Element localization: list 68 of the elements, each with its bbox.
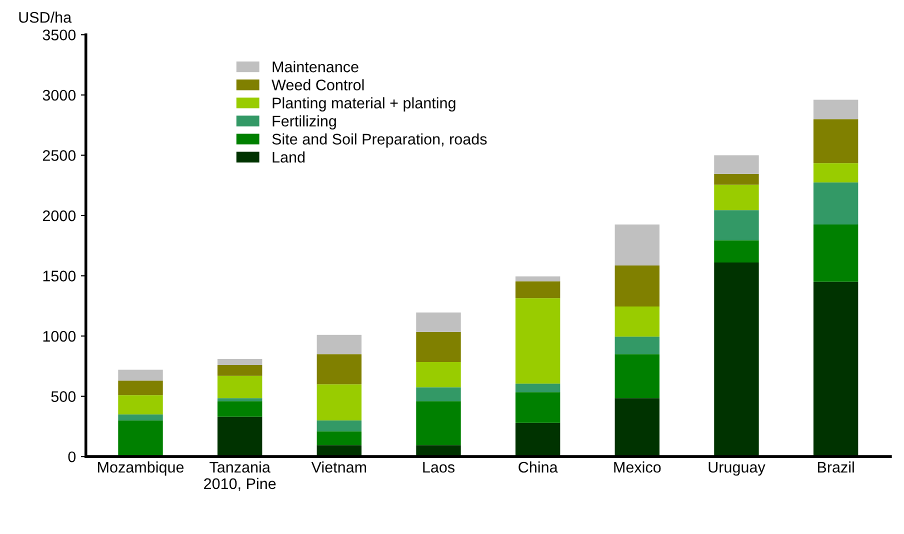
bar [217, 376, 262, 398]
legend-label: Planting material + planting [272, 97, 456, 112]
bar [416, 387, 461, 402]
bar [813, 224, 858, 282]
y-tick-label: 3500 [42, 30, 76, 40]
bar [614, 266, 660, 307]
bar [515, 298, 560, 384]
x-tick-label: Uruguay [708, 462, 766, 476]
bar [416, 401, 461, 446]
bar [316, 420, 362, 432]
bar [217, 358, 262, 365]
y-tick-label: 0 [68, 451, 76, 462]
bar [714, 240, 759, 263]
bar [515, 422, 560, 457]
y-tick-label: 1500 [43, 270, 76, 282]
y-tick-label: 2500 [42, 150, 76, 161]
bar [614, 306, 660, 337]
y-tick-label: 1000 [43, 330, 76, 342]
x-tick-label: China [518, 461, 558, 473]
bar [714, 155, 759, 174]
bar [118, 380, 163, 396]
bar [813, 282, 858, 457]
bar [714, 174, 759, 185]
bar [813, 182, 858, 225]
bar [416, 332, 461, 362]
bar [614, 224, 660, 266]
y-axis-title: USD/ha [19, 12, 72, 23]
bar [813, 100, 858, 120]
bar [316, 384, 362, 420]
bar [614, 398, 660, 457]
bar [316, 431, 362, 446]
bar [416, 362, 461, 388]
legend-label: Site and Soil Preparation, roads [272, 133, 487, 148]
bar [813, 119, 858, 164]
x-tick-label: Brazil [818, 461, 854, 473]
bar [118, 370, 163, 381]
legend-label: Fertilizing [272, 115, 336, 130]
bar [515, 281, 560, 298]
bar [217, 398, 262, 402]
bar [714, 262, 759, 457]
y-tick-label: 2000 [42, 210, 76, 222]
bar [217, 416, 262, 457]
y-tick-label: 3000 [42, 90, 76, 101]
legend-label: Maintenance [272, 61, 358, 72]
bar [217, 401, 262, 417]
x-tick-label: Vietnam [311, 461, 366, 473]
bar [515, 392, 560, 423]
bar [316, 354, 362, 384]
bar [714, 184, 759, 210]
bar [118, 420, 163, 457]
x-tick-label: Mozambique [98, 461, 184, 476]
x-tick-label: Laos [423, 462, 455, 473]
legend-label: Weed Control [272, 79, 364, 90]
bar [614, 336, 660, 354]
y-tick-label: 500 [51, 391, 76, 402]
bar [416, 312, 461, 332]
bar [217, 364, 262, 376]
bar [515, 384, 560, 392]
bar [714, 210, 759, 240]
legend-label: Land [272, 151, 305, 163]
bar [316, 334, 362, 354]
x-tick-label: Tanzania 2010, Pine [204, 461, 276, 491]
bar [515, 276, 560, 282]
bar [118, 414, 163, 420]
bar [614, 354, 660, 398]
bar [118, 395, 163, 414]
bar [813, 163, 858, 182]
x-tick-label: Mexico [614, 461, 661, 473]
